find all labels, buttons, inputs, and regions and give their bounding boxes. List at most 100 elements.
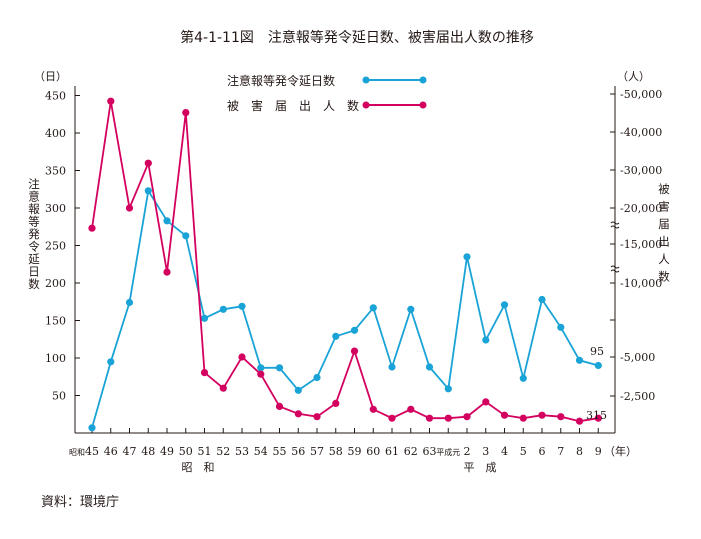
legend-marker-advisory-days [362, 76, 370, 84]
right-tick-label: -15,000 [620, 238, 662, 251]
data-point-damage-reports [425, 414, 434, 422]
axis-break-mark [610, 221, 620, 229]
x-tick-label: 46 [104, 445, 118, 458]
left-axis-unit: （日） [34, 70, 67, 83]
x-tick-label: 9 [595, 445, 602, 458]
data-point-advisory-days [369, 304, 377, 312]
legend-marker-damage-reports [419, 101, 427, 109]
x-tick-label: 62 [404, 445, 418, 458]
x-tick-label: 54 [254, 445, 268, 458]
data-point-advisory-days [332, 332, 340, 340]
data-point-advisory-days [238, 302, 246, 310]
x-tick-label: 3 [482, 445, 489, 458]
left-tick-label: 150 [45, 315, 66, 328]
axis-break-mark [610, 265, 620, 273]
data-point-damage-reports [275, 402, 284, 410]
series-line-advisory-days [91, 188, 599, 429]
data-point-advisory-days [388, 363, 396, 371]
data-point-advisory-days [575, 356, 584, 364]
data-point-advisory-days [107, 358, 115, 366]
data-point-advisory-days [294, 386, 302, 394]
x-tick-label: 58 [329, 445, 343, 458]
legend-label-advisory-days: 注意報等発令延日数 [227, 73, 335, 88]
data-point-advisory-days [257, 364, 265, 372]
left-tick-label: 50 [52, 390, 66, 403]
x-tick-label: 2 [464, 445, 471, 458]
left-tick-label: 400 [45, 127, 66, 140]
x-tick-label: 昭和45 [69, 445, 99, 458]
x-tick-label: 50 [179, 445, 193, 458]
left-tick-label: 250 [45, 240, 66, 253]
data-point-advisory-days [182, 232, 190, 240]
x-tick-label: 51 [198, 445, 212, 458]
data-point-damage-reports [463, 413, 471, 421]
right-tick-label: -40,000 [620, 126, 662, 139]
x-tick-label: 52 [216, 445, 230, 458]
data-point-advisory-days [463, 253, 471, 261]
legend-marker-advisory-days [419, 76, 427, 84]
data-point-damage-reports [519, 414, 527, 422]
data-point-damage-reports [313, 413, 321, 421]
data-point-advisory-days [407, 305, 415, 313]
annotation-advisory-last: 95 [590, 345, 604, 358]
data-point-damage-reports [594, 414, 602, 422]
x-tick-label: 平成元 [436, 447, 460, 457]
right-axis-unit: （人） [617, 70, 650, 83]
x-axis-unit: （年） [604, 444, 637, 458]
right-axis-ticks: -50,000 -40,000 -30,000 -20,000 -15,000 -10,0… [610, 88, 662, 403]
right-tick-label: -30,000 [620, 164, 662, 177]
data-point-damage-reports [500, 411, 509, 419]
data-point-damage-reports [294, 410, 302, 418]
left-tick-label: 300 [45, 202, 66, 215]
x-tick-label: 61 [385, 445, 399, 458]
data-point-damage-reports [444, 414, 452, 422]
right-tick-label: -10,000 [620, 277, 662, 290]
data-point-advisory-days [425, 363, 434, 371]
data-point-advisory-days [163, 217, 171, 225]
x-tick-label: 6 [539, 445, 546, 458]
annotation-damage-last: 315 [586, 409, 607, 422]
data-point-damage-reports [575, 417, 584, 425]
x-tick-label: 56 [291, 445, 305, 458]
right-tick-label: -20,000 [620, 202, 662, 215]
era-label-showa: 昭 和 [182, 461, 215, 474]
data-point-damage-reports [219, 384, 227, 392]
left-tick-label: 350 [45, 165, 66, 178]
data-point-advisory-days [594, 361, 602, 370]
data-point-damage-reports [88, 224, 96, 232]
x-tick-label: 8 [576, 445, 583, 458]
data-point-advisory-days [88, 424, 96, 432]
x-tick-label: 55 [273, 445, 287, 458]
data-point-damage-reports [557, 413, 565, 421]
data-point-damage-reports [125, 204, 134, 212]
data-point-damage-reports [369, 405, 377, 413]
data-point-advisory-days [219, 305, 227, 313]
data-point-damage-reports [538, 411, 546, 419]
x-tick-label: 59 [348, 445, 362, 458]
left-axis-title: 注意報等発令延日数 [27, 177, 41, 290]
series-layer [88, 97, 602, 432]
data-point-damage-reports [350, 347, 359, 355]
left-axis-ticks: 450 400 350 300 250 200 150 100 50 [45, 90, 80, 403]
data-point-advisory-days [313, 373, 321, 382]
chart-title: 第4-1-11図 注意報等発令延日数、被害届出人数の推移 [180, 29, 534, 46]
data-point-damage-reports [388, 414, 396, 422]
x-tick-label: 47 [123, 445, 137, 458]
data-point-advisory-days [144, 187, 152, 195]
x-tick-label: 48 [141, 445, 155, 458]
data-point-advisory-days [482, 336, 490, 344]
x-tick-label: 4 [501, 445, 508, 458]
source-note: 資料：環境庁 [41, 495, 119, 510]
right-tick-label: -5,000 [620, 351, 655, 364]
right-tick-label: -50,000 [620, 88, 662, 101]
data-point-damage-reports [163, 268, 171, 276]
data-point-advisory-days [538, 295, 546, 304]
right-tick-label: -2,500 [620, 390, 655, 403]
x-tick-label: 7 [557, 445, 564, 458]
data-point-advisory-days [350, 326, 359, 334]
left-tick-label: 450 [45, 90, 66, 103]
data-point-damage-reports [257, 370, 265, 378]
data-point-damage-reports [182, 109, 190, 117]
data-point-damage-reports [107, 97, 115, 105]
data-point-advisory-days [125, 298, 134, 307]
